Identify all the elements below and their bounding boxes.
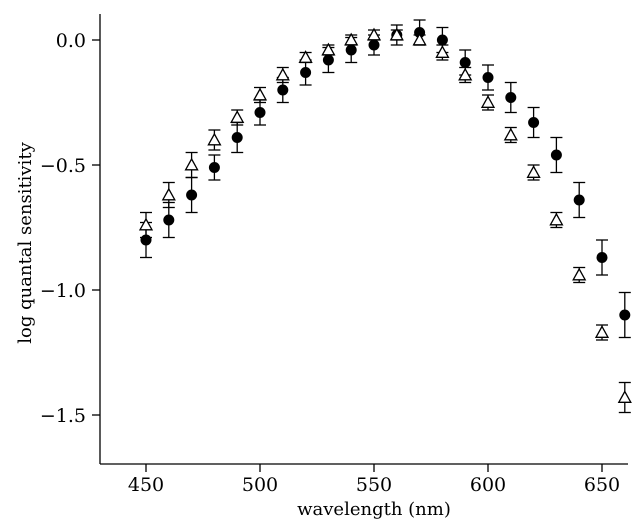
data-point-circle (231, 132, 243, 143)
data-point-circle (322, 54, 334, 66)
data-point-triangle (252, 87, 268, 101)
series-filled-circle (140, 19, 631, 339)
y-ticks: 0.0 −0.5 −1.0 −1.5 (40, 30, 100, 427)
data-point-triangle (344, 32, 359, 46)
x-axis-title: wavelength (nm) (297, 499, 451, 520)
y-tick-label: 0.0 (56, 30, 86, 52)
data-point-triangle (321, 42, 336, 56)
data-point-circle (300, 67, 312, 78)
data-point-circle (459, 57, 471, 68)
data-point-triangle (275, 67, 290, 81)
data-point-circle (436, 34, 448, 46)
data-point-circle (482, 72, 494, 83)
x-ticks: 450 500 550 600 650 (128, 464, 620, 496)
data-point-triangle (594, 325, 610, 338)
data-point-circle (345, 44, 357, 56)
data-point-triangle (458, 67, 473, 81)
data-point-circle (186, 189, 198, 201)
data-point-circle (254, 107, 266, 118)
data-point-circle (596, 252, 608, 263)
data-point-triangle (617, 390, 632, 403)
data-point-circle (368, 39, 380, 51)
data-point-triangle (503, 127, 518, 141)
data-point-circle (208, 162, 220, 173)
data-point-triangle (230, 110, 245, 123)
data-point-triangle (184, 157, 199, 171)
series-open-triangle (138, 27, 632, 414)
data-point-triangle (412, 32, 427, 46)
data-point-circle (505, 92, 517, 103)
x-tick-label: 550 (356, 474, 392, 496)
x-tick-label: 450 (128, 474, 164, 496)
x-tick-label: 650 (584, 474, 620, 496)
x-tick-label: 500 (242, 474, 278, 496)
data-point-circle (528, 117, 540, 128)
data-point-circle (619, 309, 631, 321)
data-point-circle (573, 194, 585, 206)
data-point-circle (163, 214, 175, 226)
data-point-triangle (298, 50, 313, 63)
y-tick-label: −1.5 (40, 405, 86, 427)
x-tick-label: 600 (470, 474, 506, 496)
y-tick-label: −1.0 (40, 280, 86, 302)
plot-area (138, 19, 632, 414)
data-point-triangle (207, 132, 222, 146)
data-point-circle (277, 84, 289, 96)
y-tick-label: −0.5 (40, 155, 86, 177)
data-point-triangle (389, 27, 404, 41)
data-point-triangle (549, 212, 564, 226)
data-point-triangle (138, 217, 154, 231)
data-point-triangle (435, 45, 450, 58)
data-point-triangle (366, 27, 382, 41)
data-point-circle (550, 149, 562, 161)
data-point-triangle (572, 267, 587, 281)
y-axis-title: log quantal sensitivity (15, 141, 36, 343)
data-point-triangle (526, 165, 541, 178)
data-point-triangle (480, 95, 496, 108)
data-point-triangle (161, 187, 176, 201)
